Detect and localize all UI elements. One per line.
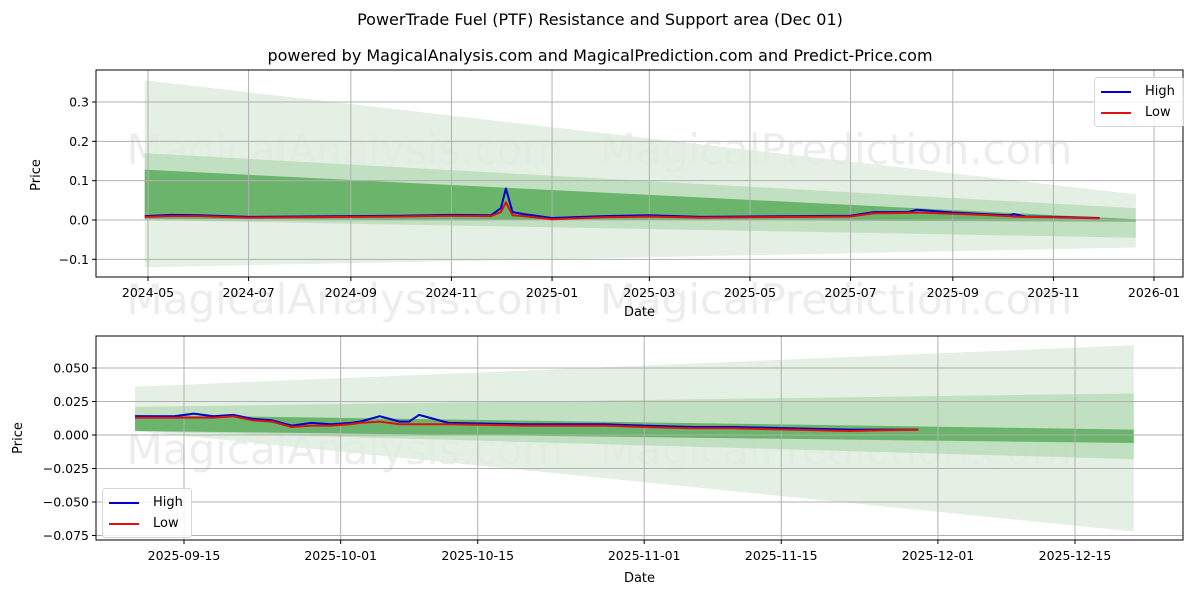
grid-lines — [96, 336, 1183, 540]
plot-frame — [95, 335, 1184, 541]
x-tick-label: 2025-09 — [927, 285, 979, 300]
high-price-line — [135, 412, 919, 431]
low-line-swatch-icon — [109, 522, 139, 525]
x-tick-label: 2026-01 — [1128, 285, 1180, 300]
top-chart-legend: High Low — [1094, 77, 1184, 127]
grid-lines — [96, 70, 1183, 277]
x-tick-label: 2025-10-01 — [304, 548, 377, 563]
x-tick-label: 2025-03 — [623, 285, 675, 300]
high-line-swatch-icon — [1101, 90, 1131, 93]
bottom-chart-legend: High Low — [102, 488, 192, 538]
y-tick-label: −0.075 — [43, 528, 89, 543]
band-dark — [144, 169, 1136, 222]
price-series — [144, 187, 1100, 221]
chart-subtitle: powered by MagicalAnalysis.com and Magic… — [267, 46, 933, 65]
y-tick-label: 0.050 — [53, 361, 89, 376]
x-tick-label: 2024-07 — [222, 285, 274, 300]
legend-label-low: Low — [153, 516, 179, 531]
legend-label-high: High — [1145, 84, 1175, 99]
price-series — [135, 412, 919, 432]
x-tick-label: 2025-12-15 — [1039, 548, 1112, 563]
x-tick-label: 2025-09-15 — [148, 548, 221, 563]
watermark-text: MagicalPrediction.com — [600, 275, 1073, 324]
chart-title: PowerTrade Fuel (PTF) Resistance and Sup… — [357, 10, 843, 29]
x-tick-label: 2025-07 — [824, 285, 876, 300]
y-axis-label: Price — [29, 159, 44, 191]
top-chart: MagicalAnalysis.com MagicalPrediction.com… — [29, 69, 1184, 324]
x-axis-label: Date — [624, 571, 655, 586]
y-tick-label: 0.1 — [69, 173, 89, 188]
low-price-line — [144, 201, 1100, 221]
bottom-chart: MagicalAnalysis.comMagicalPrediction.com… — [11, 335, 1184, 586]
y-tick-label: −0.1 — [59, 252, 89, 267]
x-tick-label: 2025-10-15 — [441, 548, 514, 563]
x-tick-label: 2025-01 — [526, 285, 578, 300]
x-tick-label: 2024-11 — [425, 285, 477, 300]
resistance-support-bands — [135, 345, 1134, 532]
x-tick-label: 2024-05 — [122, 285, 174, 300]
x-tick-label: 2024-09 — [325, 285, 377, 300]
y-tick-label: 0.000 — [53, 428, 89, 443]
legend-item-high: High — [1101, 81, 1175, 102]
x-tick-label: 2025-11-01 — [608, 548, 681, 563]
legend-label-low: Low — [1145, 105, 1171, 120]
legend-label-high: High — [153, 495, 183, 510]
watermark-text: MagicalAnalysis.com — [127, 275, 564, 324]
y-tick-label: 0.025 — [53, 394, 89, 409]
x-tick-label: 2025-11-15 — [745, 548, 818, 563]
plot-frame — [95, 69, 1184, 278]
y-axis-label: Price — [11, 422, 26, 454]
legend-item-low: Low — [1101, 102, 1175, 123]
x-tick-label: 2025-05 — [724, 285, 776, 300]
y-tick-label: 0.0 — [69, 213, 89, 228]
low-price-line — [135, 415, 919, 432]
x-tick-label: 2025-12-01 — [902, 548, 975, 563]
y-tick-label: 0.2 — [69, 134, 89, 149]
high-line-swatch-icon — [109, 501, 139, 504]
y-tick-label: −0.050 — [43, 495, 89, 510]
low-line-swatch-icon — [1101, 111, 1131, 114]
x-tick-label: 2025-11 — [1027, 285, 1079, 300]
legend-item-high: High — [109, 492, 183, 513]
x-axis-label: Date — [624, 305, 655, 320]
y-tick-label: 0.3 — [69, 95, 89, 110]
y-tick-label: −0.025 — [43, 461, 89, 476]
legend-item-low: Low — [109, 513, 183, 534]
